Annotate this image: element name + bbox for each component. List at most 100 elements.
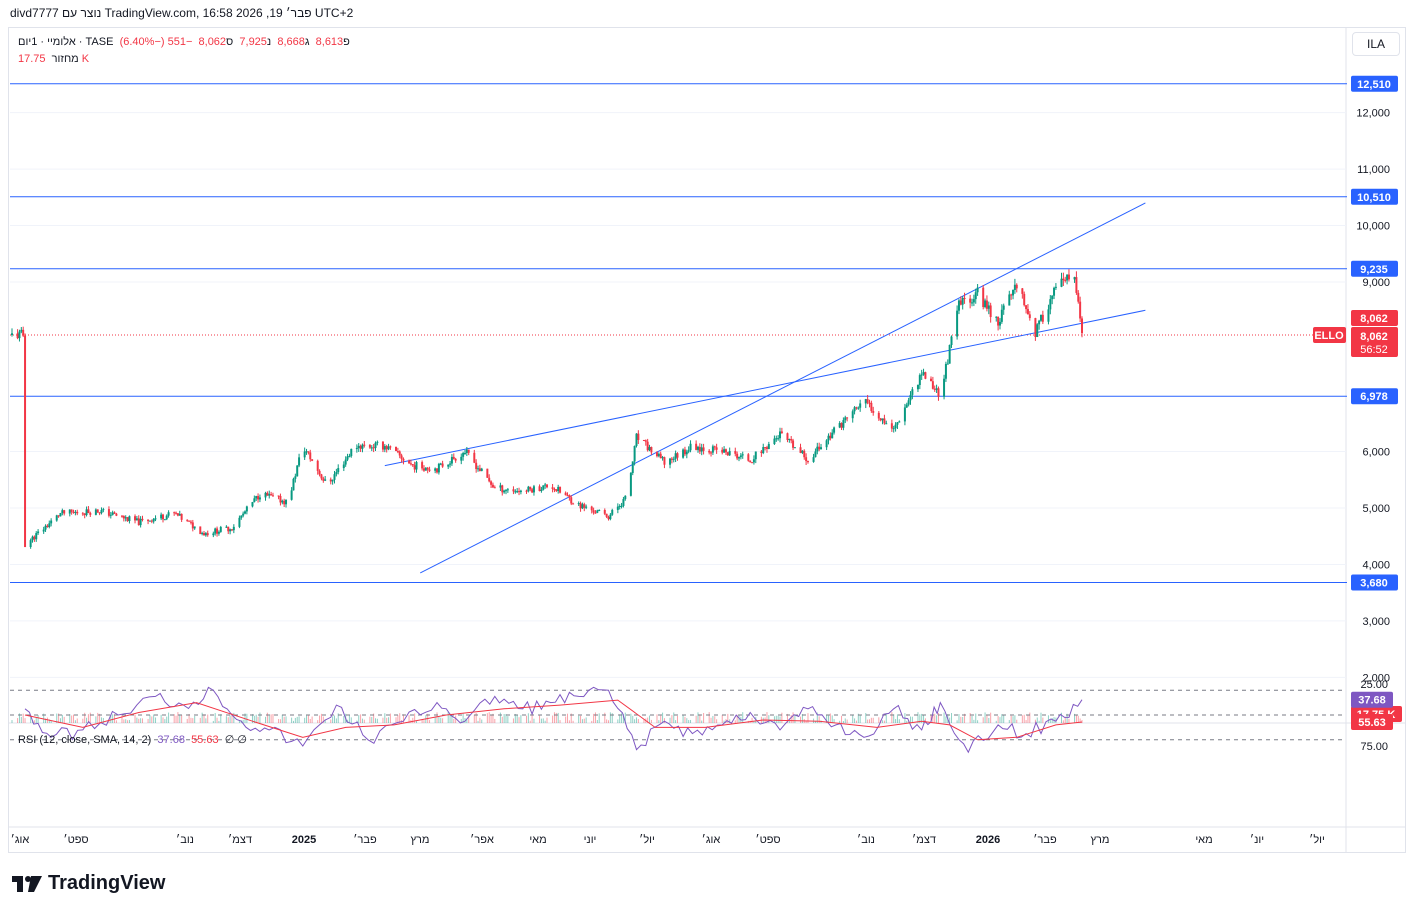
candle-body <box>214 528 217 534</box>
candle-body <box>642 439 645 441</box>
volume-bar <box>292 720 294 723</box>
x-tick-label: 2026 <box>976 834 1000 846</box>
volume-bar <box>1001 714 1003 723</box>
candle-body <box>255 496 258 499</box>
volume-bar <box>1010 715 1012 723</box>
volume-bar <box>520 715 522 723</box>
trend-channel[interactable] <box>384 202 1146 574</box>
volume-bar <box>578 715 580 723</box>
volume-bar <box>624 712 626 723</box>
volume-bar <box>18 713 20 723</box>
volume-bar <box>768 715 770 723</box>
horizontal-lines[interactable]: 12,51010,5109,2356,9783,6808,0628,06256:… <box>10 75 1398 591</box>
volume-bar <box>134 714 136 723</box>
candle-body <box>154 518 157 520</box>
volume-bar <box>634 719 636 723</box>
volume-bar <box>995 720 997 723</box>
candle-body <box>525 490 528 492</box>
volume-bar <box>166 716 168 723</box>
volume-bar <box>956 720 958 723</box>
candle-body <box>160 514 163 519</box>
volume-bar <box>507 716 509 723</box>
candle-body <box>22 329 25 336</box>
candle-body <box>551 487 554 489</box>
volume-bar <box>596 720 598 723</box>
volume-bar <box>285 716 287 723</box>
candle-body <box>18 331 21 339</box>
candle-body <box>644 440 647 442</box>
candle-body <box>866 399 869 403</box>
channel-line[interactable] <box>384 309 1146 467</box>
volume-bar <box>84 712 86 723</box>
candle-body <box>1073 277 1076 280</box>
legend-low: 7,925 <box>239 36 267 48</box>
candle-body <box>592 510 595 513</box>
candle-body <box>61 510 64 514</box>
candle-body <box>309 452 312 460</box>
volume-bar <box>647 717 649 723</box>
candle-body <box>1034 318 1037 337</box>
y-tick-label: 12,000 <box>1356 108 1390 120</box>
volume-bar <box>766 712 768 723</box>
candle-body <box>48 523 51 528</box>
candle-body <box>74 511 77 513</box>
candle-body <box>163 519 166 521</box>
legend-symbol[interactable]: אלומיי · 1יום · TASE <box>18 36 114 48</box>
volume-bar <box>449 713 451 723</box>
candle-body <box>35 533 38 540</box>
volume-bar <box>917 712 919 723</box>
candle-body <box>460 456 463 461</box>
volume-bar <box>594 712 596 723</box>
volume-bar <box>97 712 99 723</box>
candle-body <box>793 447 796 449</box>
candle-body <box>465 449 468 453</box>
volume-bar <box>477 720 479 723</box>
volume-bar <box>322 716 324 723</box>
volume-bar <box>662 712 664 723</box>
candle-body <box>201 533 204 535</box>
volume-bar <box>333 715 335 723</box>
candle-body <box>806 461 809 463</box>
volume-bar <box>270 714 272 723</box>
volume-bar <box>559 720 561 723</box>
candle-body <box>762 447 765 454</box>
volume-bar <box>650 719 652 723</box>
currency-selector[interactable]: ILA <box>1352 32 1400 56</box>
volume-bar <box>194 716 196 723</box>
volume-bar <box>1049 719 1051 723</box>
volume-bar <box>773 716 775 723</box>
volume-bar <box>608 720 610 723</box>
y-tick-label: 11,000 <box>1357 164 1390 176</box>
volume-bar <box>512 718 514 723</box>
volume-bar <box>635 717 637 723</box>
candle-body <box>713 446 716 448</box>
candle-body <box>931 381 934 389</box>
candle-body <box>98 512 101 514</box>
rsi-ma-value: 55.63 <box>191 734 219 746</box>
rsi-label[interactable]: RSI (12, close, SMA, 14, 2) <box>18 734 152 746</box>
channel-line[interactable] <box>420 202 1146 574</box>
volume-bar <box>74 720 76 723</box>
candle-body <box>937 388 940 397</box>
volume-bar <box>807 713 809 723</box>
candle-body <box>115 513 118 516</box>
candle-body <box>76 511 79 514</box>
volume-bar <box>943 712 945 723</box>
volume-bar <box>179 714 181 723</box>
volume-bar <box>542 718 544 723</box>
volume-bar <box>663 718 665 723</box>
volume-bar <box>128 719 130 723</box>
candle-body <box>788 438 791 440</box>
candle-body <box>139 518 142 526</box>
candle-body <box>488 477 491 482</box>
candle-body <box>374 442 377 449</box>
candle-body <box>669 458 672 465</box>
volume-bar <box>531 713 533 723</box>
volume-bar <box>716 719 718 723</box>
tradingview-logo[interactable]: TradingView <box>12 872 165 895</box>
candle-body <box>661 457 664 459</box>
volume-bar <box>475 713 477 723</box>
candle-body <box>11 333 13 336</box>
volume-bar <box>1074 713 1076 723</box>
